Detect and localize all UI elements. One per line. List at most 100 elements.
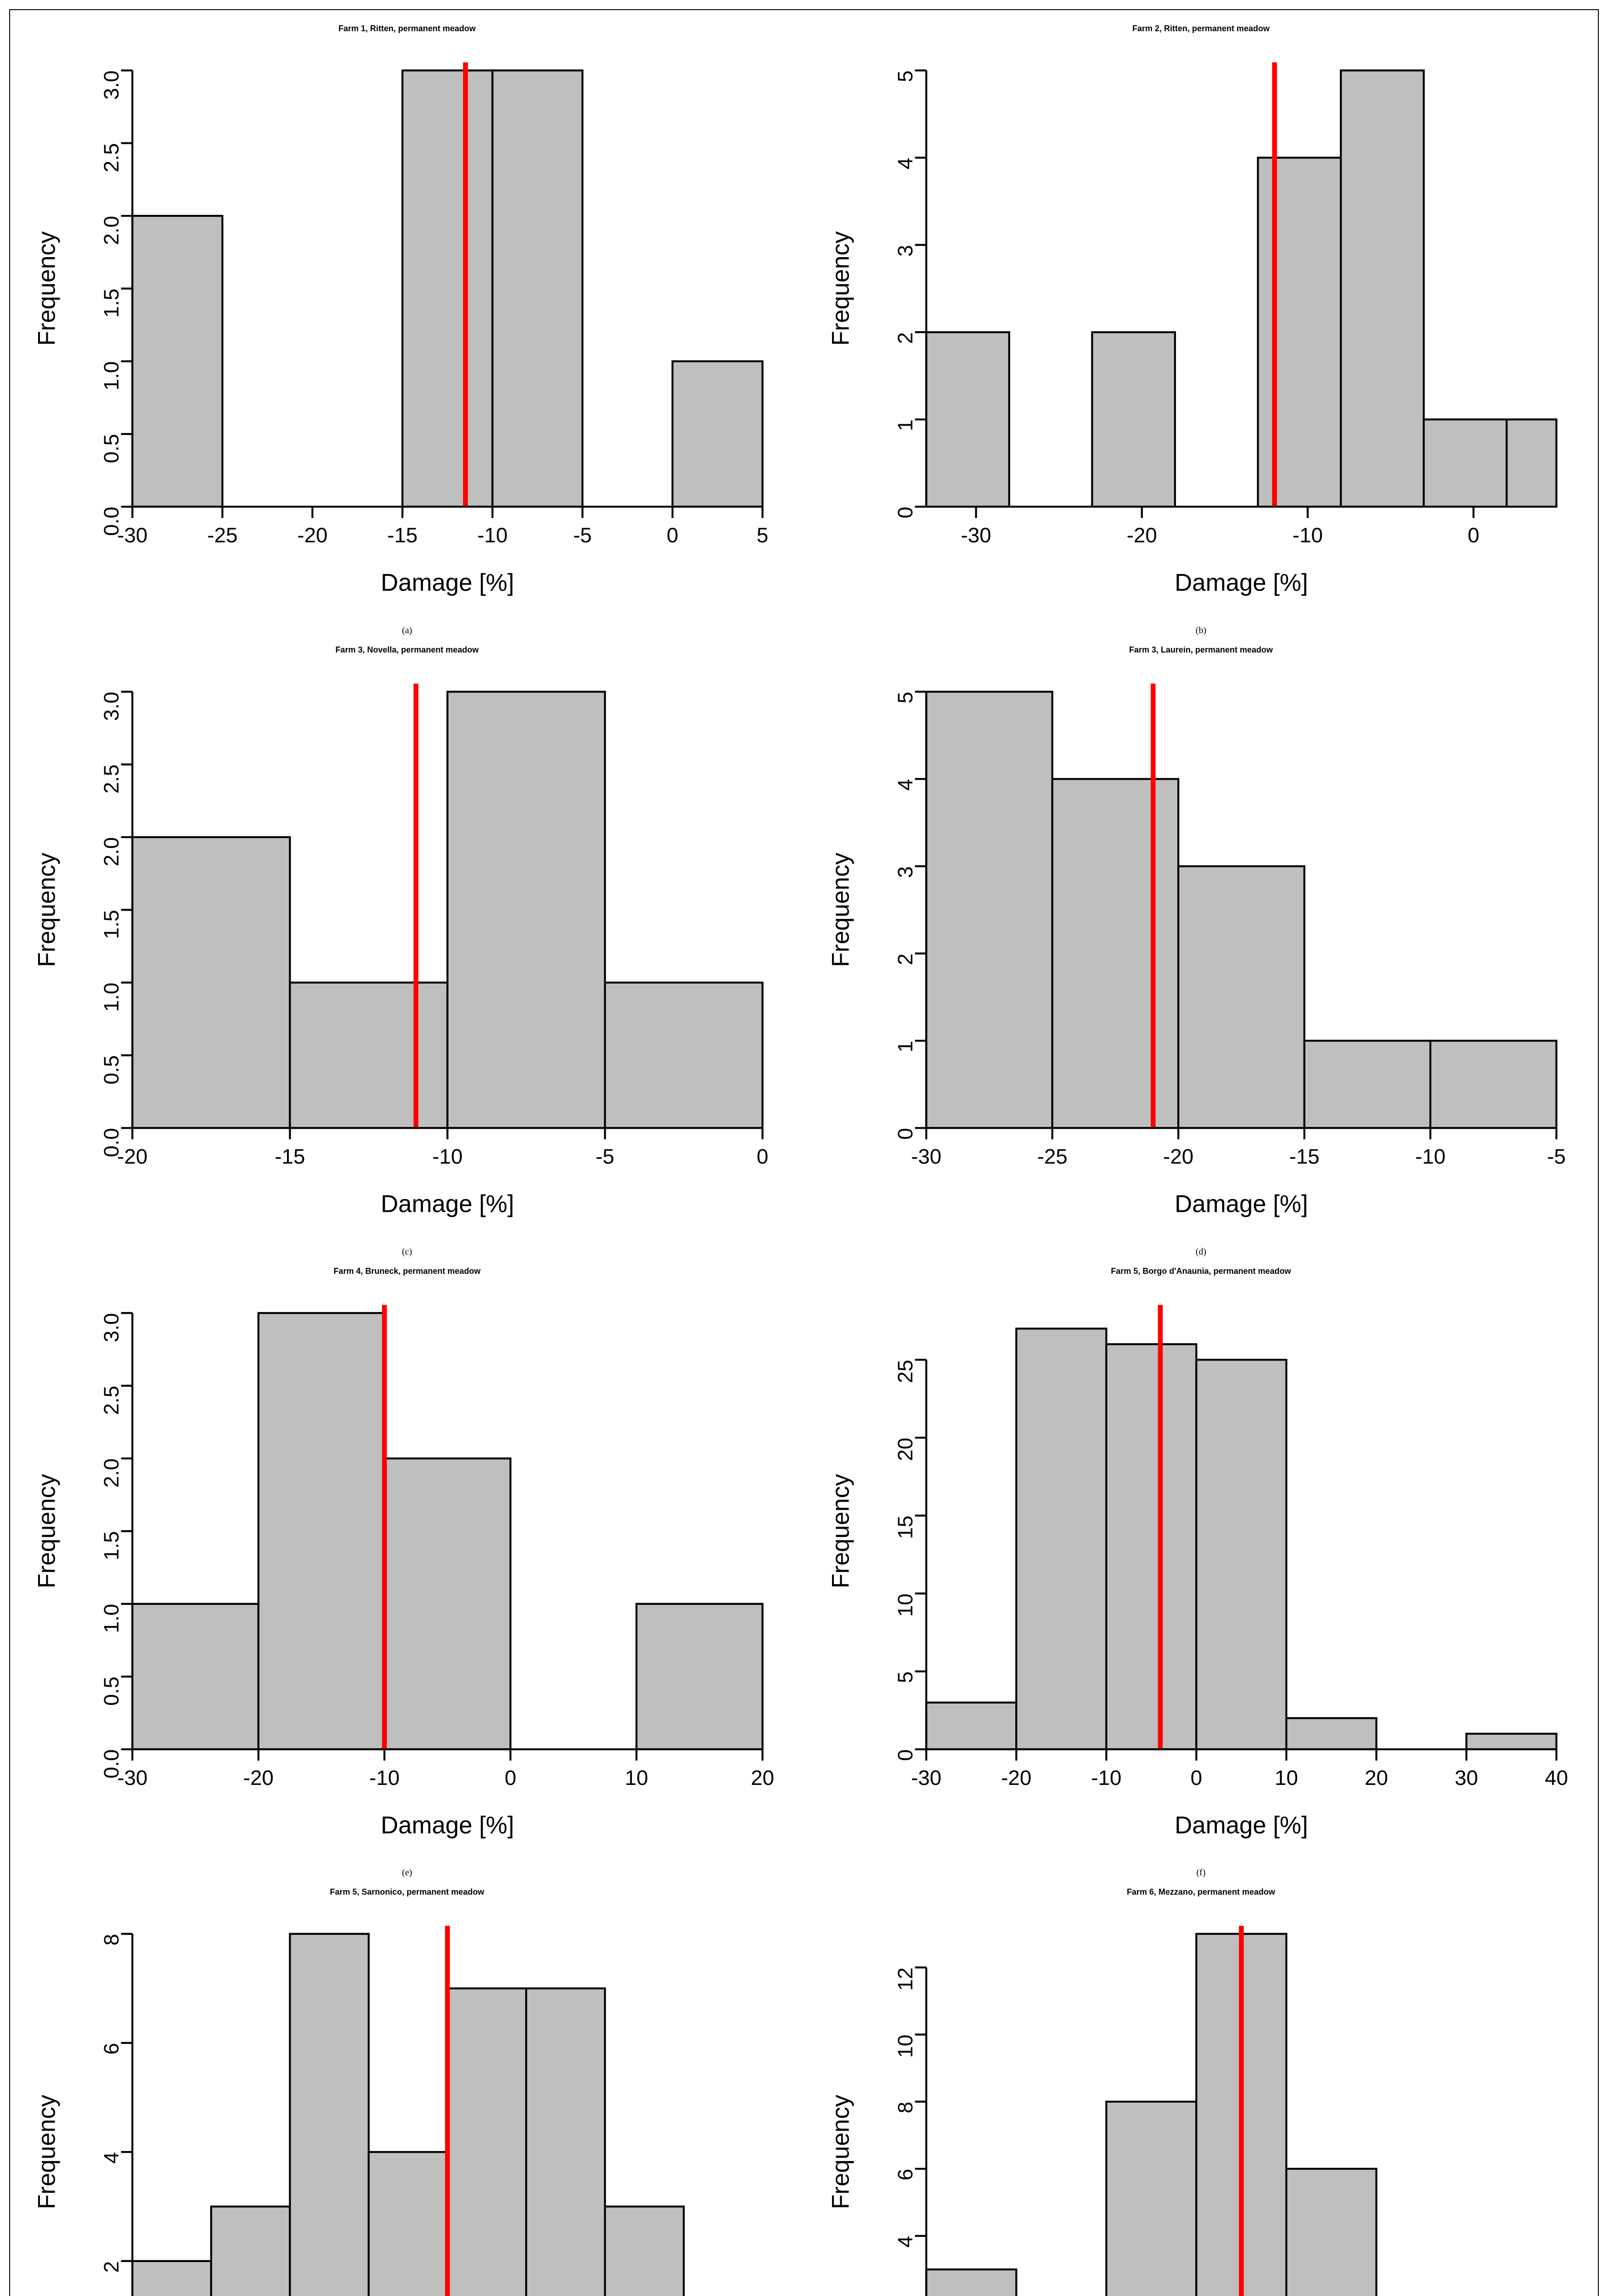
xtick-label: 0	[1467, 523, 1479, 547]
ytick-label: 10	[894, 1593, 917, 1617]
ylabel: Frequency	[827, 231, 854, 346]
histogram-bar	[1178, 866, 1304, 1128]
histogram-bar	[605, 983, 763, 1128]
histogram-bar	[492, 70, 582, 506]
ytick-label: 3.0	[100, 692, 123, 721]
ylabel: Frequency	[827, 2094, 854, 2209]
ytick-label: 0	[894, 1128, 917, 1139]
chart-title: Farm 3, Laurein, permanent meadow	[1129, 645, 1273, 655]
ytick-label: 0.0	[100, 506, 123, 536]
xlabel: Damage [%]	[381, 569, 514, 596]
xtick-label: -10	[1415, 1145, 1445, 1168]
ytick-label: 2.0	[100, 1458, 123, 1488]
ytick-label: 1	[894, 419, 917, 431]
histogram-d: -30-25-20-15-10-5 012345 Damage [%] Freq…	[813, 659, 1589, 1241]
ytick-label: 6	[894, 2169, 917, 2180]
ytick-label: 0.5	[100, 434, 123, 463]
histogram-bar	[1467, 1733, 1557, 1749]
histogram-bar	[1258, 158, 1341, 506]
histogram-bar	[926, 1702, 1016, 1749]
panel-e: Farm 4, Bruneck, permanent meadow -30-20…	[19, 1266, 795, 1879]
xtick-label: -15	[275, 1145, 305, 1168]
xtick-label: 5	[757, 523, 768, 547]
ytick-label: 4	[894, 158, 917, 169]
ytick-label: 2.0	[100, 837, 123, 867]
histogram-bar	[447, 1988, 526, 2296]
ytick-label: 1.5	[100, 910, 123, 939]
ytick-label: 1.5	[100, 288, 123, 318]
ytick-label: 0	[894, 1749, 917, 1761]
histogram-bar	[132, 1604, 258, 1749]
ytick-label: 3.0	[100, 1313, 123, 1342]
ytick-label: 2	[100, 2261, 123, 2273]
ytick-label: 5	[894, 692, 917, 703]
histogram-bar	[132, 216, 222, 506]
xtick-label: -25	[207, 523, 237, 547]
chart-grid: Farm 1, Ritten, permanent meadow -30 -25 -…	[19, 24, 1589, 2296]
histogram-bar	[926, 692, 1052, 1128]
panel-sublabel: (b)	[1196, 625, 1206, 636]
xlabel: Damage [%]	[381, 1190, 514, 1217]
histogram-bar	[402, 70, 492, 506]
ytick-label: 4	[894, 779, 917, 790]
xtick-label: -10	[1293, 523, 1323, 547]
xlabel: Damage [%]	[1175, 1190, 1308, 1217]
xtick-label: -10	[477, 523, 507, 547]
histogram-e: -30-20-1001020 0.00.51.01.52.02.53.0 Dam…	[19, 1281, 795, 1863]
xtick-label: 30	[1455, 1766, 1478, 1789]
xtick-label: 0	[505, 1766, 516, 1789]
histogram-bar	[132, 837, 290, 1128]
panel-h: Farm 6, Mezzano, permanent meadow -40-30…	[813, 1887, 1589, 2296]
xtick-label: 40	[1545, 1766, 1568, 1789]
figure-page: Farm 1, Ritten, permanent meadow -30 -25 -…	[9, 9, 1599, 2296]
xtick-label: -15	[387, 523, 417, 547]
ytick-label: 1.0	[100, 1604, 123, 1633]
ylabel: Frequency	[827, 1474, 854, 1588]
histogram-bar	[1430, 1041, 1556, 1128]
ytick-label: 2.0	[100, 216, 123, 245]
xtick-label: -10	[369, 1766, 399, 1789]
histogram-bar	[447, 692, 605, 1128]
histogram-bar	[384, 1458, 510, 1749]
ytick-label: 8	[100, 1934, 123, 1946]
histogram-bar	[526, 1988, 605, 2296]
xtick-label: -20	[243, 1766, 274, 1789]
chart-title: Farm 6, Mezzano, permanent meadow	[1127, 1887, 1275, 1897]
panel-a: Farm 1, Ritten, permanent meadow -30-25-…	[19, 24, 795, 636]
histogram-bar	[605, 2206, 684, 2296]
ytick-label: 20	[894, 1437, 917, 1461]
histogram-bar	[1424, 419, 1507, 506]
xtick-label: -30	[911, 1145, 941, 1168]
histogram-h: -40-30-20-100102030 024681012 Damage [%]…	[813, 1902, 1589, 2296]
histogram-bar	[673, 361, 763, 507]
xtick-label: 20	[751, 1766, 774, 1789]
panel-f: Farm 5, Borgo d'Anaunia, permanent meado…	[813, 1266, 1589, 1879]
histogram-bar	[290, 1934, 369, 2296]
ytick-label: 4	[894, 2236, 917, 2247]
ytick-label: 3.0	[100, 70, 123, 100]
ytick-label: 15	[894, 1515, 917, 1539]
ytick-label: 4	[100, 2152, 123, 2164]
xlabel: Damage [%]	[1175, 569, 1308, 596]
ylabel: Frequency	[33, 231, 60, 346]
histogram-bar	[1052, 779, 1178, 1128]
histogram-bar	[369, 2152, 448, 2296]
xtick-label: 10	[625, 1766, 648, 1789]
ytick-label: 5	[894, 1671, 917, 1683]
panel-sublabel: (a)	[402, 625, 412, 636]
histogram-b: -30-20-100 012345 Damage [%] Frequency	[813, 38, 1589, 620]
xtick-label: -30	[911, 1766, 941, 1789]
histogram-bar	[132, 2261, 211, 2296]
xtick-label: -5	[596, 1145, 614, 1168]
xtick-label: 0	[667, 523, 678, 547]
xtick-label: -20	[297, 523, 327, 547]
xtick-label: -25	[1037, 1145, 1068, 1168]
histogram-bar	[1286, 2169, 1376, 2296]
xtick-label: -30	[961, 523, 991, 547]
histogram-bar	[926, 332, 1009, 506]
ytick-label: 2.5	[100, 1385, 123, 1415]
chart-title: Farm 1, Ritten, permanent meadow	[338, 24, 476, 34]
chart-title: Farm 5, Sarnonico, permanent meadow	[330, 1887, 484, 1897]
ytick-label: 0.5	[100, 1677, 123, 1706]
ytick-label: 1.5	[100, 1531, 123, 1560]
